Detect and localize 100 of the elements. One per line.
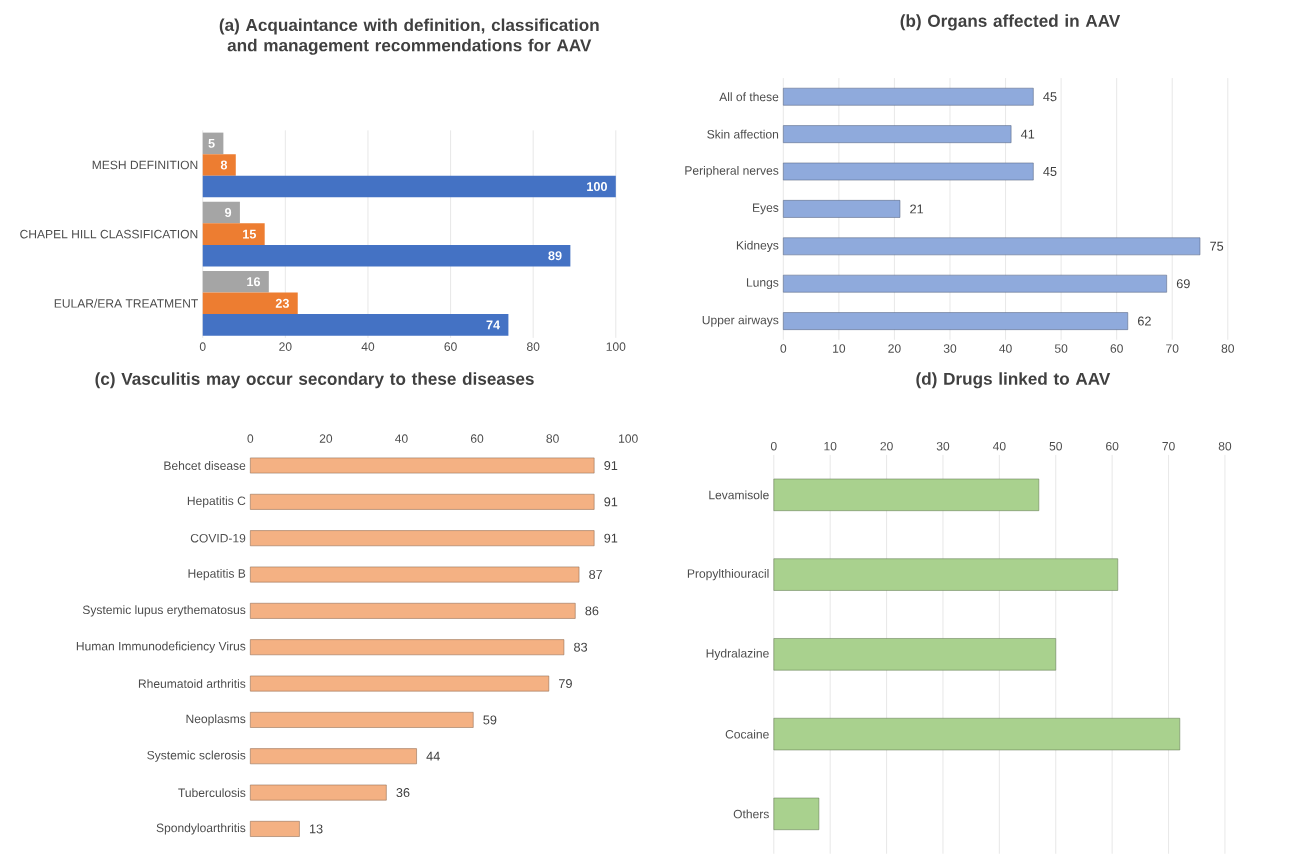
y-tick-label: EULAR/ERA TREATMENT xyxy=(54,298,198,308)
bar xyxy=(783,87,1034,106)
bar xyxy=(250,602,576,619)
bar xyxy=(250,675,550,692)
x-tick-label: 20 xyxy=(880,441,893,451)
x-tick-label: 50 xyxy=(1049,441,1062,451)
y-tick-label: CHAPEL HILL CLASSIFICATION xyxy=(20,229,198,239)
data-label: 91 xyxy=(604,497,618,507)
y-tick-label: Human Immunodeficiency Virus xyxy=(76,641,246,653)
bar xyxy=(250,784,387,801)
y-tick-label: Tuberculosis xyxy=(178,787,246,797)
bar xyxy=(250,566,580,583)
x-tick-label: 60 xyxy=(1110,344,1123,353)
y-tick-label: Systemic sclerosis xyxy=(147,750,246,762)
data-label: 5 xyxy=(208,138,215,148)
x-tick-label: 100 xyxy=(606,342,626,351)
bar xyxy=(202,175,616,198)
data-label: 16 xyxy=(247,277,261,287)
y-tick-label: MESH DEFINITION xyxy=(92,160,198,170)
data-label: 100 xyxy=(587,181,607,191)
chart-title: (b) Organs affected in AAV xyxy=(900,14,1121,31)
x-tick-label: 20 xyxy=(319,434,333,443)
y-tick-label: Eyes xyxy=(753,203,779,215)
data-label: 59 xyxy=(483,715,497,725)
bar xyxy=(250,639,565,655)
y-tick-label: Others xyxy=(733,809,769,819)
bar xyxy=(783,312,1129,330)
x-tick-label: 80 xyxy=(1218,441,1232,451)
chart-title: (c) Vasculitis may occur secondary to these diseases xyxy=(95,372,534,389)
bar xyxy=(783,237,1201,255)
x-tick-label: 50 xyxy=(1054,344,1068,353)
bar xyxy=(773,558,1119,591)
x-tick-label: 80 xyxy=(527,342,540,351)
bar xyxy=(773,478,1040,511)
data-label: 89 xyxy=(548,251,562,260)
x-tick-label: 40 xyxy=(999,344,1012,353)
x-tick-label: 60 xyxy=(1106,441,1119,451)
y-tick-label: Peripheral nerves xyxy=(685,165,779,177)
bar xyxy=(773,717,1181,751)
x-tick-label: 40 xyxy=(395,434,408,443)
data-label: 45 xyxy=(1043,92,1057,101)
x-tick-label: 30 xyxy=(943,344,957,353)
y-tick-label: Upper airways xyxy=(702,315,779,327)
bar xyxy=(783,125,1012,143)
y-tick-label: Hepatitis B xyxy=(188,568,246,580)
x-tick-label: 70 xyxy=(1166,344,1179,353)
bar xyxy=(202,153,236,176)
bar xyxy=(202,201,240,224)
data-label: 62 xyxy=(1137,316,1151,326)
x-tick-label: 40 xyxy=(992,441,1006,451)
data-label: 79 xyxy=(559,678,572,688)
x-tick-label: 60 xyxy=(444,342,457,351)
bar xyxy=(783,199,901,218)
y-tick-label: Rheumatoid arthritis xyxy=(138,678,246,688)
bar xyxy=(773,797,820,830)
x-tick-label: 0 xyxy=(199,342,206,351)
y-tick-label: Hepatitis C xyxy=(187,496,246,508)
bar xyxy=(250,820,300,837)
data-label: 87 xyxy=(589,569,603,579)
x-tick-label: 0 xyxy=(780,344,787,353)
bar xyxy=(202,313,509,336)
x-tick-label: 20 xyxy=(888,344,901,353)
data-label: 74 xyxy=(486,320,501,330)
y-tick-label: Propylthiouracil xyxy=(687,568,769,581)
x-tick-label: 0 xyxy=(770,441,777,451)
data-label: 91 xyxy=(604,460,618,470)
bar xyxy=(250,748,417,764)
bar xyxy=(783,162,1034,181)
bar xyxy=(250,493,595,510)
x-tick-label: 20 xyxy=(279,342,292,351)
data-label: 36 xyxy=(396,787,410,797)
y-tick-label: All of these xyxy=(719,92,779,101)
x-tick-label: 60 xyxy=(470,434,484,443)
data-label: 69 xyxy=(1176,279,1190,288)
x-tick-label: 0 xyxy=(247,434,254,443)
x-tick-label: 100 xyxy=(619,434,638,443)
y-tick-label: Cocaine xyxy=(725,729,769,739)
x-tick-label: 80 xyxy=(546,434,559,443)
bar xyxy=(202,223,265,245)
y-tick-label: Behcet disease xyxy=(164,460,246,470)
y-tick-label: Levamisole xyxy=(709,490,769,500)
y-tick-label: Spondyloarthritis xyxy=(156,823,246,835)
x-tick-label: 80 xyxy=(1221,344,1235,353)
data-label: 8 xyxy=(220,160,228,170)
y-tick-label: Systemic lupus erythematosus xyxy=(82,605,246,617)
y-tick-label: COVID-19 xyxy=(190,533,246,543)
bar xyxy=(250,530,595,546)
data-label: 23 xyxy=(275,298,289,308)
y-tick-label: Kidneys xyxy=(736,240,779,252)
x-tick-label: 40 xyxy=(361,342,375,351)
data-label: 83 xyxy=(574,642,588,652)
y-tick-label: Neoplasms xyxy=(186,714,246,726)
bar xyxy=(783,274,1167,293)
chart-title: (d) Drugs linked to AAV xyxy=(916,372,1111,389)
data-label: 15 xyxy=(243,229,257,239)
data-label: 9 xyxy=(224,207,232,217)
chart-title: (a) Acquaintance with definition, classification and management recommendations for AAV xyxy=(219,18,599,55)
y-tick-label: Lungs xyxy=(746,278,779,289)
bar xyxy=(202,292,298,314)
bar xyxy=(202,244,571,267)
